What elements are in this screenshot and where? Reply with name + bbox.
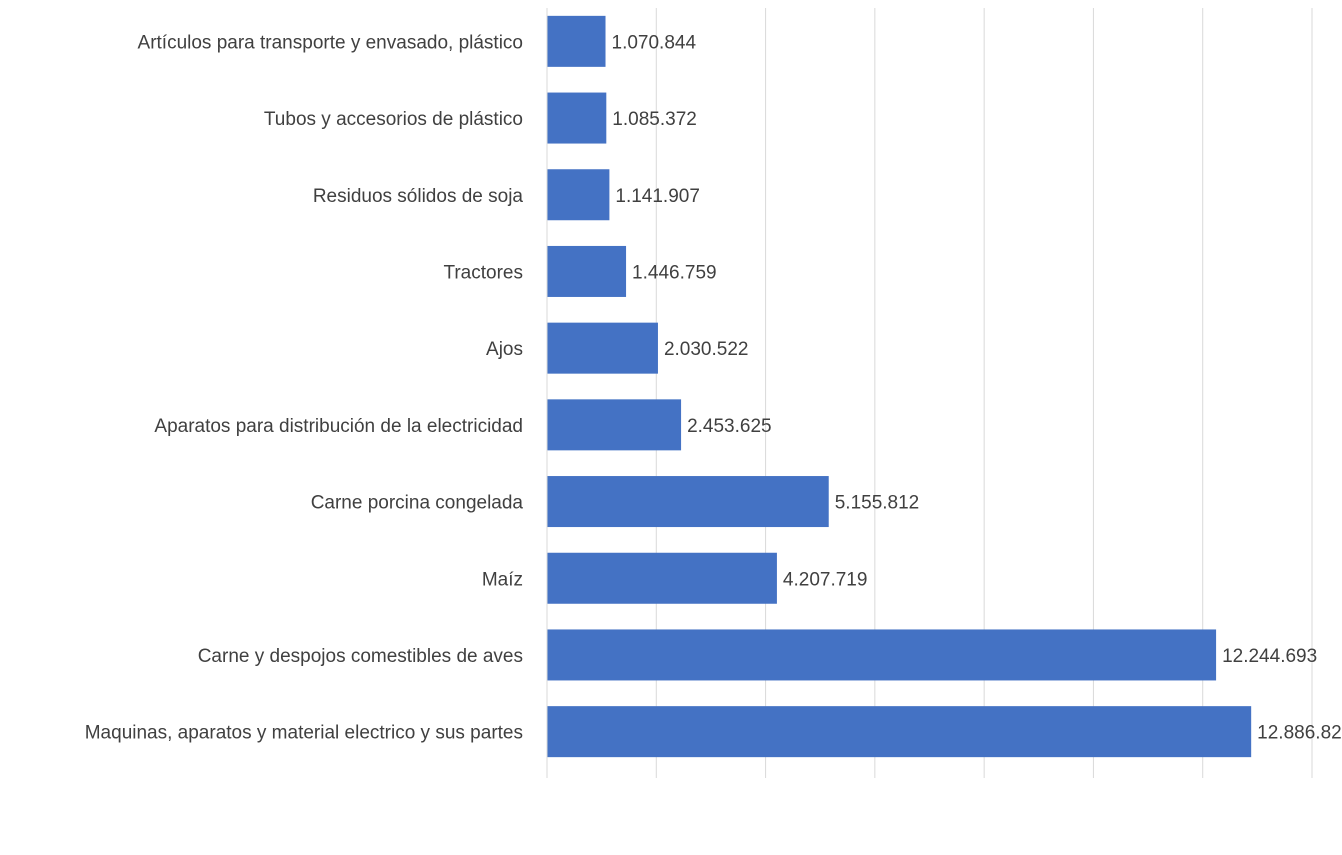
bars	[547, 15, 1252, 758]
data-label: 1.446.759	[632, 262, 717, 283]
bar	[547, 552, 777, 604]
data-label: 1.085.372	[612, 109, 697, 130]
category-label: Maíz	[482, 569, 523, 590]
bar	[547, 15, 606, 67]
bar	[547, 245, 627, 297]
bar	[547, 322, 658, 374]
category-label: Maquinas, aparatos y material electrico …	[85, 723, 523, 744]
data-label: 12.886.822	[1257, 723, 1342, 744]
category-label: Residuos sólidos de soja	[313, 186, 524, 207]
category-label: Ajos	[486, 339, 523, 360]
data-label: 4.207.719	[783, 569, 868, 590]
data-label: 1.141.907	[615, 186, 700, 207]
data-label: 2.453.625	[687, 416, 772, 437]
category-labels: Artículos para transporte y envasado, pl…	[85, 32, 524, 743]
category-label: Aparatos para distribución de la electri…	[154, 416, 523, 437]
gridlines	[655, 8, 1313, 778]
bar	[547, 399, 682, 451]
value-labels: 1.070.844 1.085.372 1.141.907 1.446.759 2.03…	[612, 32, 1342, 743]
category-label: Carne y despojos comestibles de aves	[198, 646, 523, 667]
bar	[547, 92, 607, 144]
bar	[547, 706, 1252, 758]
bar	[547, 629, 1217, 681]
data-label: 5.155.812	[835, 493, 920, 514]
category-label: Carne porcina congelada	[311, 493, 524, 514]
category-label: Tractores	[443, 262, 523, 283]
data-label: 12.244.693	[1222, 646, 1317, 667]
data-label: 2.030.522	[664, 339, 749, 360]
data-label: 1.070.844	[612, 32, 697, 53]
category-label: Artículos para transporte y envasado, pl…	[138, 32, 523, 53]
category-label: Tubos y accesorios de plástico	[264, 109, 523, 130]
bar	[547, 169, 610, 221]
bar	[547, 476, 829, 528]
